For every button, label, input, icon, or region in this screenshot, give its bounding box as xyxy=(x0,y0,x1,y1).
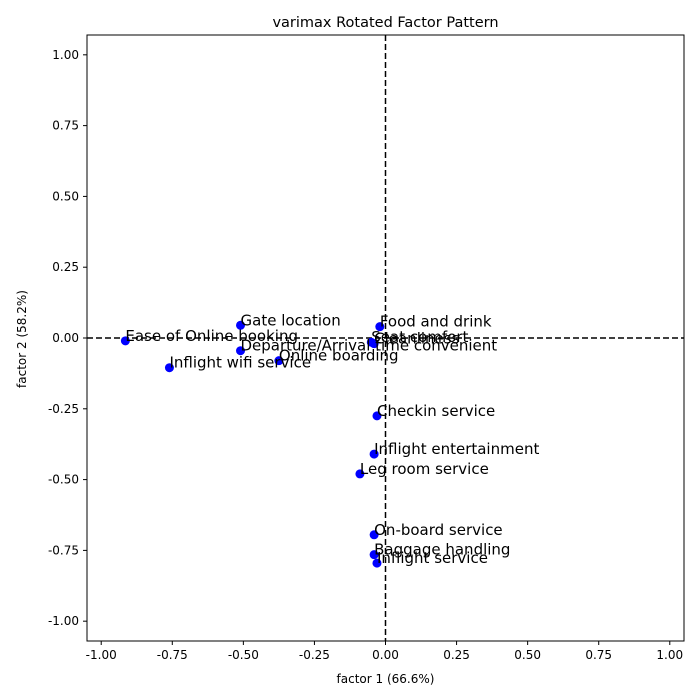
x-tick-label: 0.25 xyxy=(443,648,470,662)
data-point xyxy=(120,336,130,346)
point-label: Seat comfort xyxy=(371,328,468,346)
point-label: Leg room service xyxy=(360,460,489,478)
data-point xyxy=(236,320,246,330)
data-point xyxy=(369,449,379,459)
point-label: Inflight wifi service xyxy=(169,354,311,372)
point-label: Ease of Online booking xyxy=(125,327,298,345)
x-tick-label: 0.50 xyxy=(514,648,541,662)
data-point xyxy=(164,363,174,373)
point-label: Food and drink xyxy=(380,313,492,331)
x-tick-label: 0.75 xyxy=(585,648,612,662)
point-label: Checkin service xyxy=(377,402,495,420)
point-label: Cleanliness xyxy=(374,330,459,348)
x-tick-label: 1.00 xyxy=(656,648,683,662)
x-tick-label: -1.00 xyxy=(86,648,117,662)
y-tick-label: -0.25 xyxy=(48,402,79,416)
chart-title: varimax Rotated Factor Pattern xyxy=(272,15,498,31)
y-tick-label: 0.25 xyxy=(52,260,79,274)
point-label: Inflight service xyxy=(377,549,488,567)
point-label: Inflight entertainment xyxy=(374,440,539,458)
data-point xyxy=(372,558,382,568)
y-axis-label: factor 2 (58.2%) xyxy=(15,290,29,388)
y-tick-label: 1.00 xyxy=(52,48,79,62)
data-point xyxy=(355,469,365,479)
y-tick-label: 0.00 xyxy=(52,331,79,345)
point-label: Departure/Arrival time convenient xyxy=(241,337,498,355)
data-point xyxy=(369,550,379,560)
x-tick-label: 0.00 xyxy=(372,648,399,662)
x-tick-label: -0.75 xyxy=(157,648,188,662)
y-tick-label: -1.00 xyxy=(48,614,79,628)
point-label: Baggage handling xyxy=(374,541,510,559)
data-point xyxy=(369,339,379,349)
x-tick-label: -0.50 xyxy=(228,648,259,662)
data-point xyxy=(375,322,385,332)
data-point xyxy=(369,530,379,540)
point-label: Gate location xyxy=(241,311,341,329)
y-tick-label: -0.75 xyxy=(48,543,79,557)
point-label: Online boarding xyxy=(279,347,399,365)
y-tick-label: -0.50 xyxy=(48,473,79,487)
data-point xyxy=(236,346,246,356)
y-tick-label: 0.75 xyxy=(52,119,79,133)
y-tick-label: 0.50 xyxy=(52,189,79,203)
data-point xyxy=(372,411,382,421)
data-point xyxy=(274,356,284,366)
x-tick-label: -0.25 xyxy=(299,648,330,662)
point-label: On-board service xyxy=(374,521,503,539)
x-axis-label: factor 1 (66.6%) xyxy=(337,672,435,686)
plot-area: -1.00 -0.75 -0.50 -0.25 0.00 0.25 0.50 0.75 1.00… xyxy=(48,34,685,662)
